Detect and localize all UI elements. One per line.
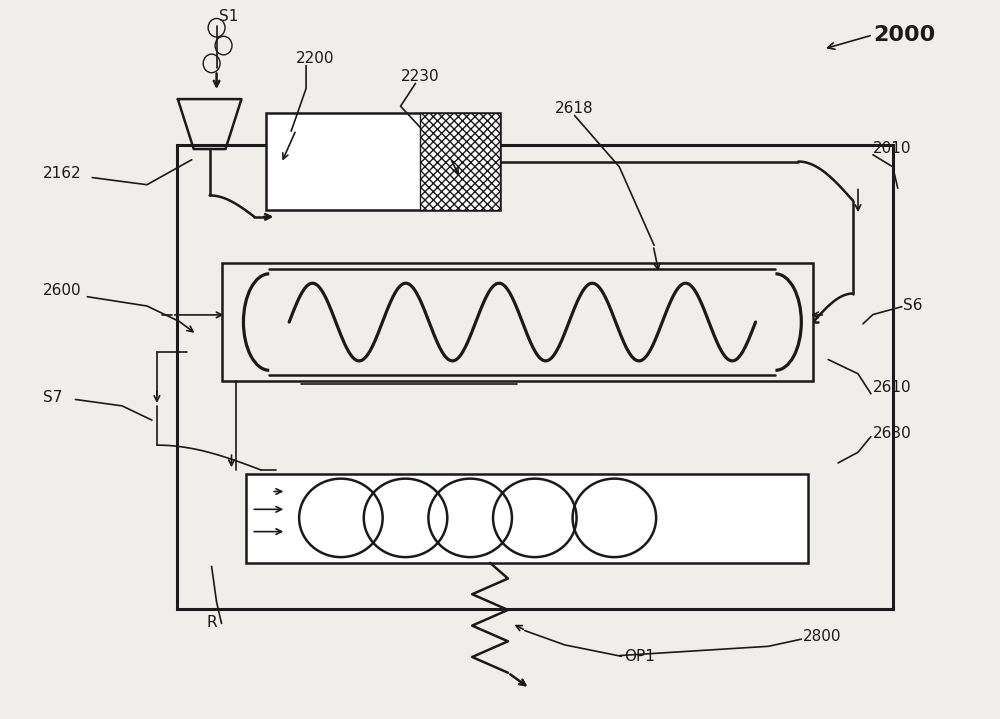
Text: OP1: OP1 [624,649,655,664]
Text: S6: S6 [903,298,922,313]
Bar [177,145,893,609]
Bar [420,114,500,210]
Text: 2618: 2618 [555,101,593,116]
Text: S1: S1 [219,9,238,24]
Text: R: R [207,615,217,630]
Text: S7: S7 [43,390,62,406]
Bar [222,263,813,381]
Text: 2000: 2000 [873,25,935,45]
Text: 2230: 2230 [401,69,439,84]
Text: 2610: 2610 [873,380,912,395]
Bar [246,474,808,563]
Text: 2630: 2630 [873,426,912,441]
Text: 2010: 2010 [873,141,911,155]
Text: 2200: 2200 [296,52,335,66]
Text: 2800: 2800 [803,629,842,644]
Text: 2600: 2600 [43,283,81,298]
Bar [266,114,500,210]
Text: 2162: 2162 [43,165,81,180]
